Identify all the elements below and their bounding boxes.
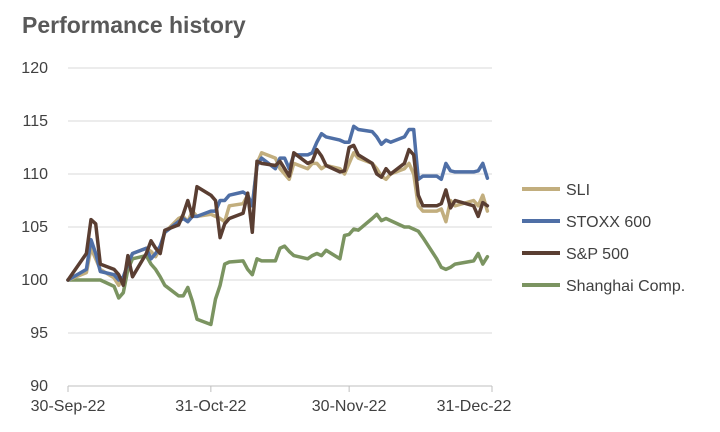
x-tick-label: 30-Sep-22 <box>31 398 106 415</box>
legend-label: SLI <box>566 182 590 199</box>
legend: SLI STOXX 600 S&P 500 Shanghai Comp. <box>522 182 685 295</box>
series-line-stoxx-600 <box>66 124 490 282</box>
series-line-shanghai-comp- <box>66 212 490 327</box>
y-tick-label: 90 <box>30 378 48 395</box>
legend-label: S&P 500 <box>566 246 629 263</box>
chart-title: Performance history <box>22 12 246 38</box>
y-tick-label: 100 <box>21 272 48 289</box>
series-line-s-p-500 <box>66 143 490 288</box>
x-tick-label: 30-Nov-22 <box>312 398 387 415</box>
y-tick-label: 110 <box>22 166 48 183</box>
x-tick-label: 31-Dec-22 <box>437 398 512 415</box>
legend-label: STOXX 600 <box>566 214 651 231</box>
x-tick-labels: 30-Sep-22 31-Oct-22 30-Nov-22 31-Dec-22 <box>31 398 512 415</box>
y-tick-labels: 90 95 100 105 110 115 120 <box>21 60 48 395</box>
axes <box>67 385 493 392</box>
x-tick-label: 31-Oct-22 <box>175 398 246 415</box>
y-tick-label: 115 <box>22 113 48 130</box>
y-tick-label: 120 <box>21 60 48 77</box>
grid-lines <box>68 67 492 334</box>
series-lines <box>66 124 490 327</box>
legend-label: Shanghai Comp. <box>566 278 685 295</box>
y-tick-label: 95 <box>30 325 48 342</box>
y-tick-label: 105 <box>21 219 48 236</box>
